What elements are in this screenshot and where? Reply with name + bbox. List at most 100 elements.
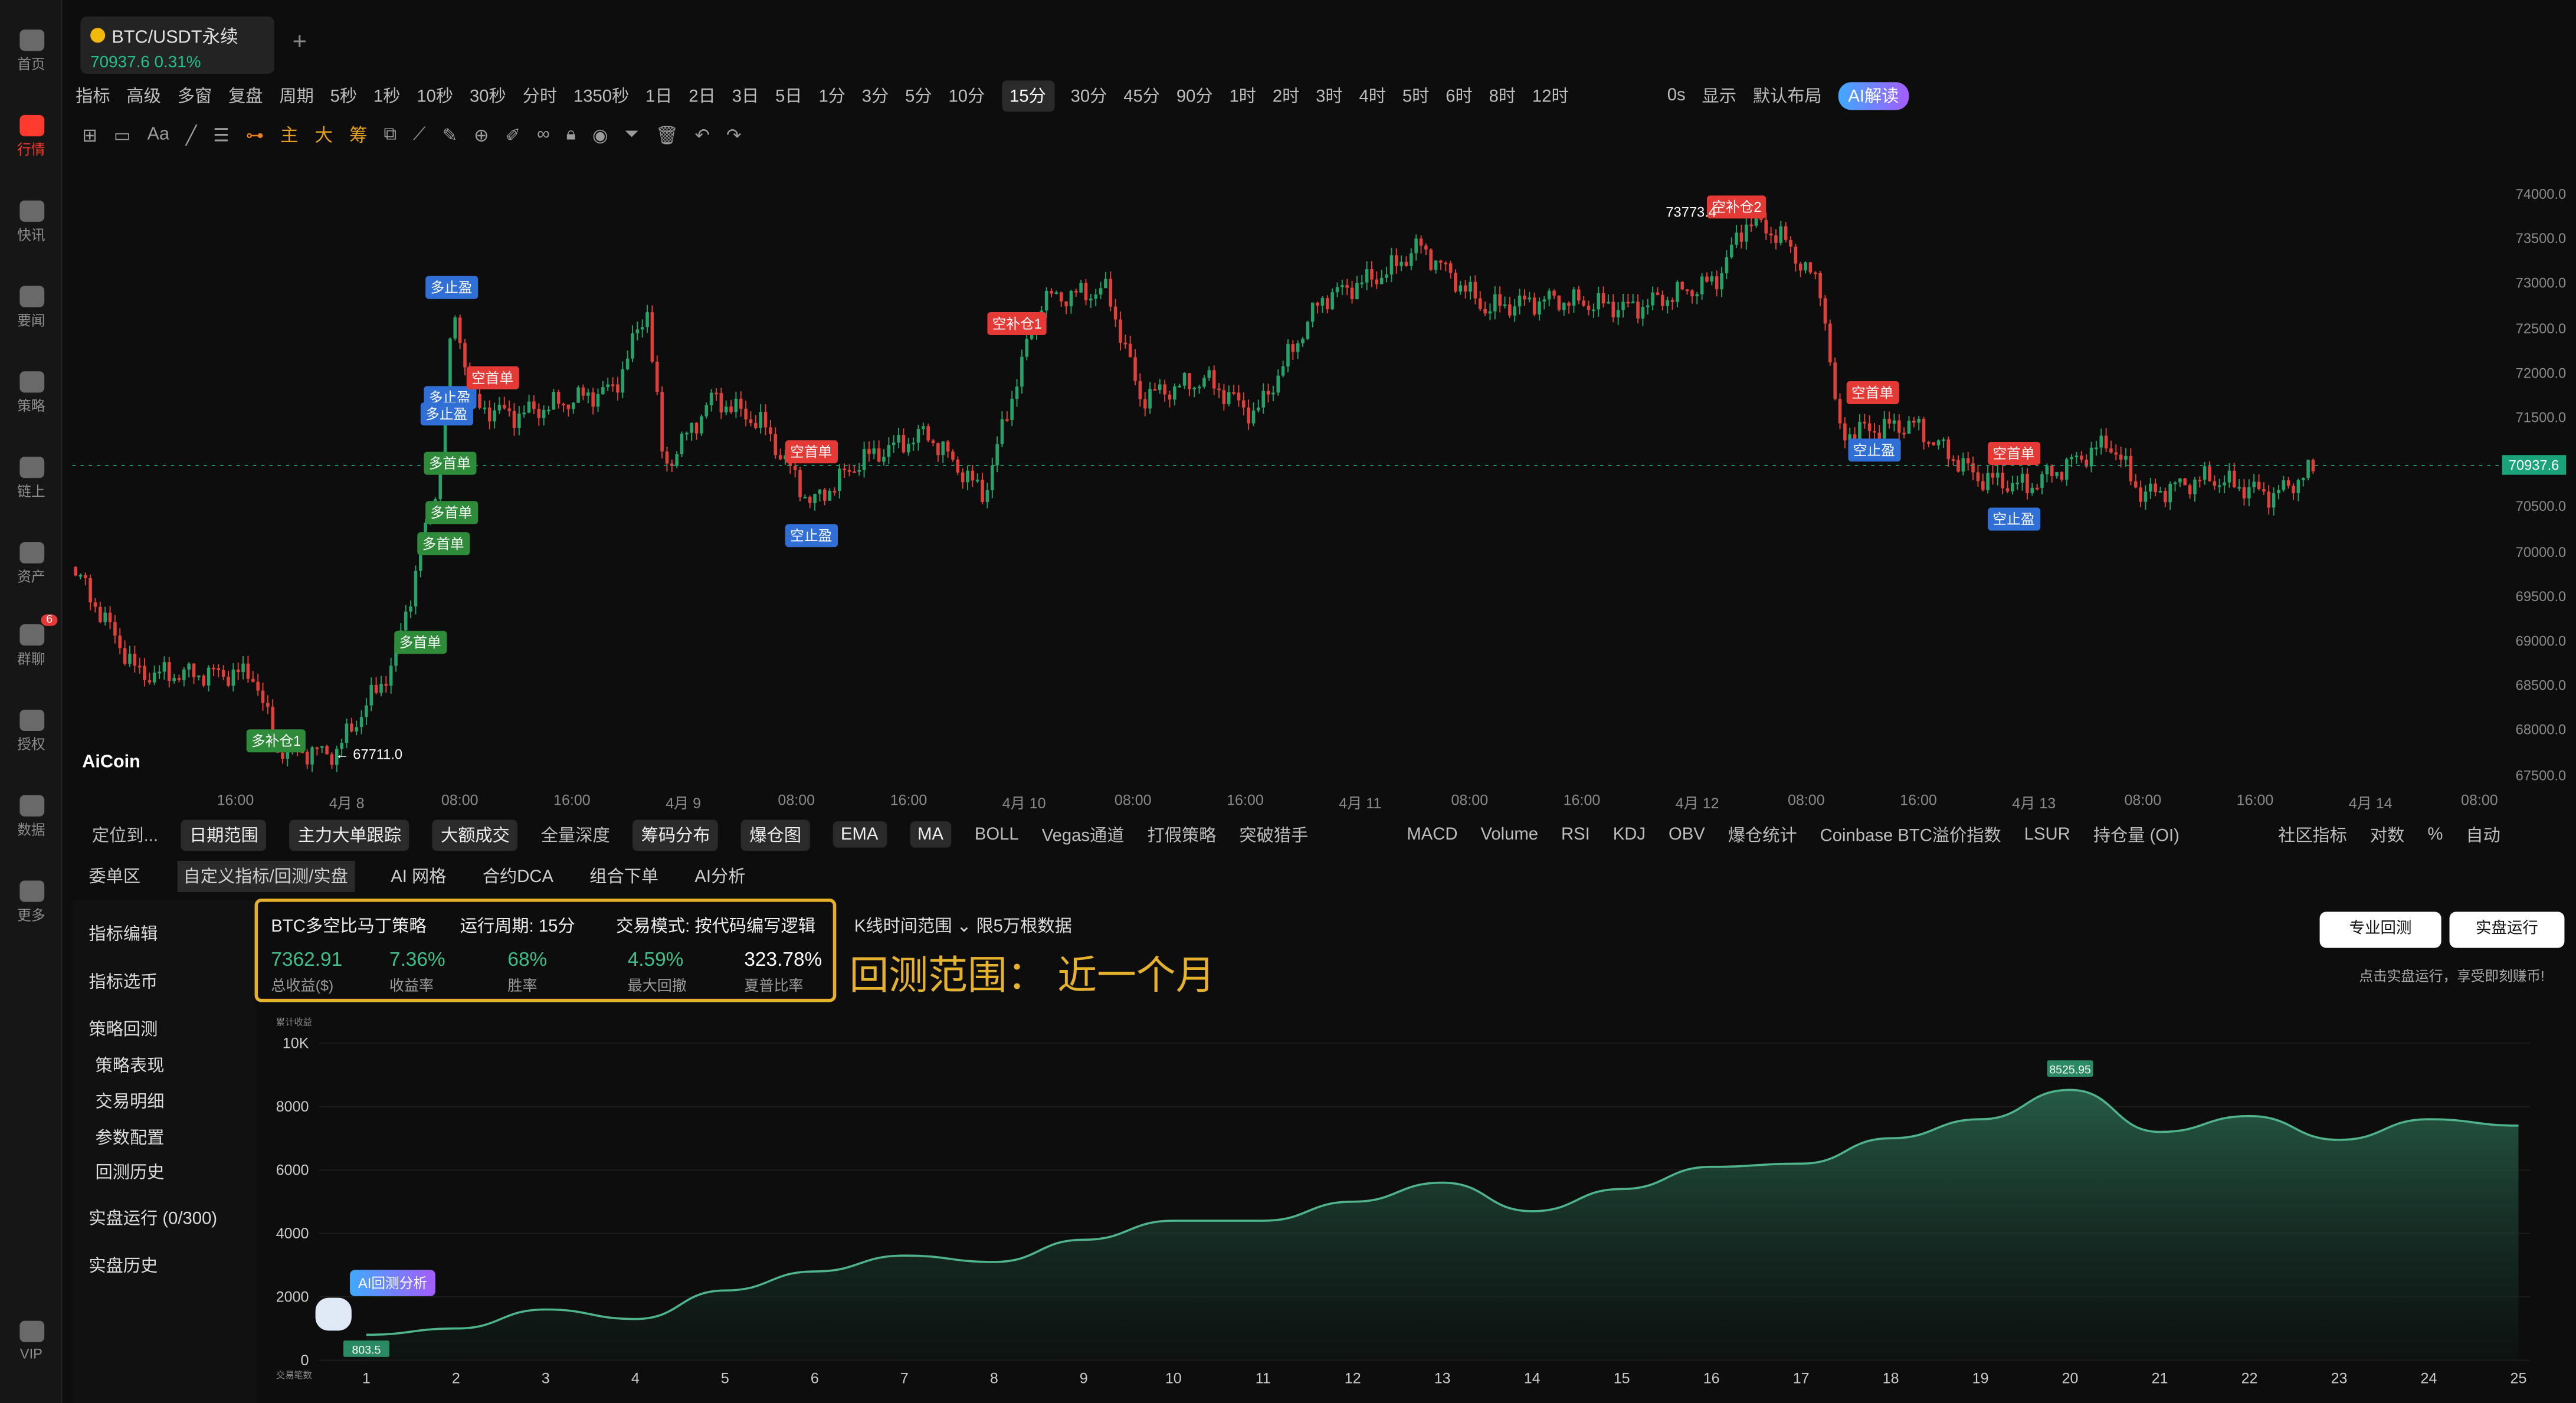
indicator-21[interactable]: 持仓量 (OI) — [2093, 825, 2180, 845]
indicator-11[interactable]: 打假策略 — [1147, 825, 1217, 845]
link-icon[interactable]: ∞ — [536, 124, 550, 145]
period-23[interactable]: 6时 — [1446, 86, 1473, 106]
nav-item-6[interactable]: 资产 — [0, 542, 63, 586]
time-axis[interactable]: 16:00 4月 8 08:00 16:00 4月 9 08:00 16:00 4月 10 08… — [73, 789, 2504, 811]
period-25[interactable]: 12时 — [1532, 86, 1569, 106]
period-24[interactable]: 8时 — [1489, 86, 1516, 106]
add-tab-button[interactable]: + — [292, 28, 307, 56]
sidebar-item-7[interactable]: 实盘运行 (0/300) — [89, 1209, 218, 1229]
text-icon[interactable]: Aa — [147, 124, 170, 145]
nav-item-7[interactable]: 群聊 6 — [0, 614, 63, 668]
strategy-name[interactable]: BTC多空比马丁策略 — [271, 916, 427, 937]
indicator-12[interactable]: 突破猎手 — [1239, 825, 1309, 845]
period-22[interactable]: 5时 — [1402, 86, 1430, 106]
nav-item-3[interactable]: 要闻 — [0, 286, 63, 330]
trade-marker[interactable]: 空首单 — [785, 440, 837, 464]
period-16[interactable]: 45分 — [1123, 86, 1161, 106]
price-axis[interactable]: 74000.0 73500.0 73000.0 72500.0 72000.0 71500… — [2503, 156, 2576, 814]
indicator-7[interactable]: EMA — [833, 821, 887, 848]
period-5[interactable]: 1350秒 — [573, 86, 630, 106]
trade-marker[interactable]: 空补仓2 — [1706, 195, 1767, 219]
toolbar-left-4[interactable]: 周期 — [279, 86, 314, 106]
trade-marker[interactable]: 多止盈 — [425, 276, 477, 299]
indicator-18[interactable]: 爆仓统计 — [1728, 825, 1797, 845]
period-8[interactable]: 3日 — [732, 86, 759, 106]
period-21[interactable]: 4时 — [1359, 86, 1387, 106]
trade-marker[interactable]: 空止盈 — [1848, 438, 1900, 462]
trade-marker[interactable]: 空止盈 — [1988, 507, 2040, 531]
toolbar-left-3[interactable]: 复盘 — [228, 86, 263, 106]
main-force-icon[interactable]: 主 — [280, 126, 299, 146]
indicator-22[interactable]: 社区指标 — [2277, 825, 2347, 845]
nav-item-5[interactable]: 链上 — [0, 457, 63, 501]
nav-item-2[interactable]: 快讯 — [0, 200, 63, 245]
indicator-5[interactable]: 筹码分布 — [632, 819, 719, 850]
period-2[interactable]: 10秒 — [417, 86, 454, 106]
period-0[interactable]: 5秒 — [330, 86, 358, 106]
nav-item-11[interactable]: VIP — [0, 1320, 63, 1362]
eye-icon[interactable]: ◉ — [592, 126, 608, 146]
period-15[interactable]: 30分 — [1070, 86, 1107, 106]
period-1[interactable]: 1秒 — [373, 86, 401, 106]
indicator-3[interactable]: 大额成交 — [432, 819, 518, 850]
period-9[interactable]: 5日 — [775, 86, 802, 106]
period-18[interactable]: 1时 — [1229, 86, 1256, 106]
run-period[interactable]: 运行周期: 15分 — [460, 916, 575, 937]
panel-tab-1[interactable]: 自定义指标/回测/实盘 — [176, 860, 355, 891]
toolbar-left-2[interactable]: 多窗 — [177, 86, 212, 106]
nav-item-8[interactable]: 授权 — [0, 709, 63, 754]
trade-marker[interactable]: 多首单 — [425, 501, 477, 525]
sidebar-item-6[interactable]: 回测历史 — [95, 1163, 165, 1183]
filter-icon[interactable]: ⏷ — [624, 124, 639, 144]
lock-icon[interactable]: 🔒︎ — [566, 124, 576, 144]
big-order-icon[interactable]: 大 — [314, 126, 333, 146]
indicator-6[interactable]: 爆仓图 — [741, 819, 810, 850]
sidebar-item-2[interactable]: 策略回测 — [89, 1020, 158, 1040]
indicator-1[interactable]: 日期范围 — [181, 819, 267, 850]
pen-icon[interactable]: ✎ — [442, 126, 458, 146]
sidebar-item-5[interactable]: 参数配置 — [95, 1128, 165, 1149]
period-7[interactable]: 2日 — [689, 86, 716, 106]
trade-mode[interactable]: 交易模式: 按代码编写逻辑 — [616, 916, 816, 937]
period-19[interactable]: 2时 — [1272, 86, 1300, 106]
trade-marker[interactable]: 多补仓1 — [246, 729, 306, 753]
indicator-4[interactable]: 全量深度 — [540, 825, 610, 845]
trade-marker[interactable]: 多首单 — [417, 532, 469, 556]
kline-range[interactable]: K线时间范围 ⌄ 限5万根数据 — [854, 916, 1072, 937]
nav-item-1[interactable]: 行情 — [0, 114, 63, 159]
nav-item-9[interactable]: 数据 — [0, 795, 63, 840]
toolbar-right-2[interactable]: 默认布局 — [1752, 86, 1822, 106]
layout-icon[interactable]: ⊞ — [82, 126, 97, 146]
period-13[interactable]: 10分 — [948, 86, 985, 106]
panel-tab-2[interactable]: AI 网格 — [391, 866, 447, 887]
undo-icon[interactable]: ↶ — [694, 126, 710, 146]
toolbar-left-1[interactable]: 高级 — [126, 86, 161, 106]
trade-marker[interactable]: 空首单 — [1846, 381, 1899, 404]
indicator-23[interactable]: 对数 — [2369, 825, 2405, 845]
toolbar-right-3[interactable]: AI解读 — [1838, 81, 1909, 110]
indicator-19[interactable]: Coinbase BTC溢价指数 — [1820, 825, 2001, 845]
measure-icon[interactable]: ⟋ — [413, 124, 426, 144]
period-20[interactable]: 3时 — [1316, 86, 1343, 106]
copy-icon[interactable]: ⧉ — [384, 124, 397, 144]
period-6[interactable]: 1日 — [645, 86, 673, 106]
rect-icon[interactable]: ▭ — [113, 126, 131, 146]
indicator-9[interactable]: BOLL — [974, 824, 1019, 845]
indicator-13[interactable]: MACD — [1407, 824, 1458, 845]
trade-marker[interactable]: 空补仓1 — [987, 312, 1047, 336]
pro-backtest-button[interactable]: 专业回测 — [2319, 912, 2441, 948]
toolbar-right-0[interactable]: 0s — [1667, 85, 1686, 106]
toolbar-right-1[interactable]: 显示 — [1702, 86, 1736, 106]
indicator-17[interactable]: OBV — [1668, 824, 1705, 845]
trade-marker[interactable]: 空首单 — [466, 366, 519, 389]
trade-marker[interactable]: 空止盈 — [785, 524, 837, 548]
toolbar-left-0[interactable]: 指标 — [76, 86, 110, 106]
period-12[interactable]: 5分 — [905, 86, 932, 106]
indicator-16[interactable]: KDJ — [1613, 824, 1646, 845]
panel-tab-0[interactable]: 委单区 — [89, 866, 141, 887]
period-17[interactable]: 90分 — [1176, 86, 1213, 106]
symbol-tab[interactable]: BTC/USDT永续 70937.6 0.31% — [80, 16, 274, 74]
sidebar-item-0[interactable]: 指标编辑 — [89, 925, 158, 945]
indicator-0[interactable]: 定位到... — [91, 825, 159, 845]
